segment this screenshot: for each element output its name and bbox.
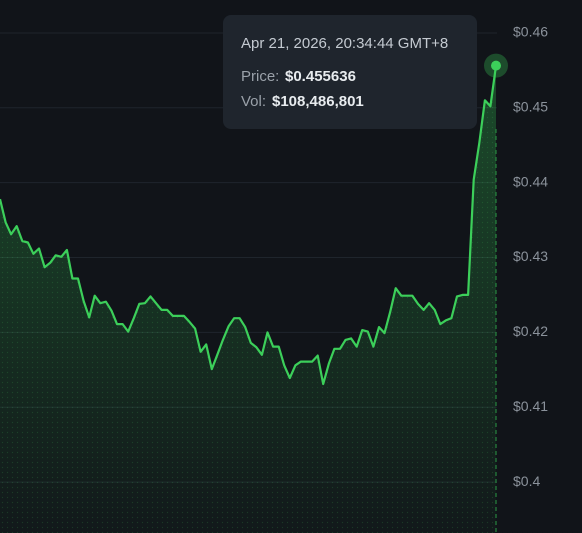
tooltip-price: $0.455636 bbox=[285, 68, 356, 85]
tooltip: Apr 21, 2026, 20:34:44 GMT+8 Price: $0.4… bbox=[223, 15, 477, 129]
y-tick-label: $0.45 bbox=[513, 99, 548, 115]
tooltip-date: Apr 21, 2026, 20:34:44 GMT+8 bbox=[241, 35, 448, 52]
tooltip-price-label: Price: bbox=[241, 68, 279, 85]
y-tick-label: $0.4 bbox=[513, 473, 540, 489]
y-tick-label: $0.43 bbox=[513, 248, 548, 264]
tooltip-vol: $108,486,801 bbox=[272, 93, 364, 110]
y-tick-label: $0.42 bbox=[513, 323, 548, 339]
area-dots bbox=[0, 65, 496, 533]
y-tick-label: $0.41 bbox=[513, 398, 548, 414]
y-tick-label: $0.46 bbox=[513, 24, 548, 40]
hover-point bbox=[491, 60, 501, 71]
y-tick-label: $0.44 bbox=[513, 173, 548, 189]
price-line bbox=[0, 65, 498, 386]
tooltip-vol-label: Vol: bbox=[241, 93, 266, 110]
tooltip-box bbox=[223, 15, 477, 129]
